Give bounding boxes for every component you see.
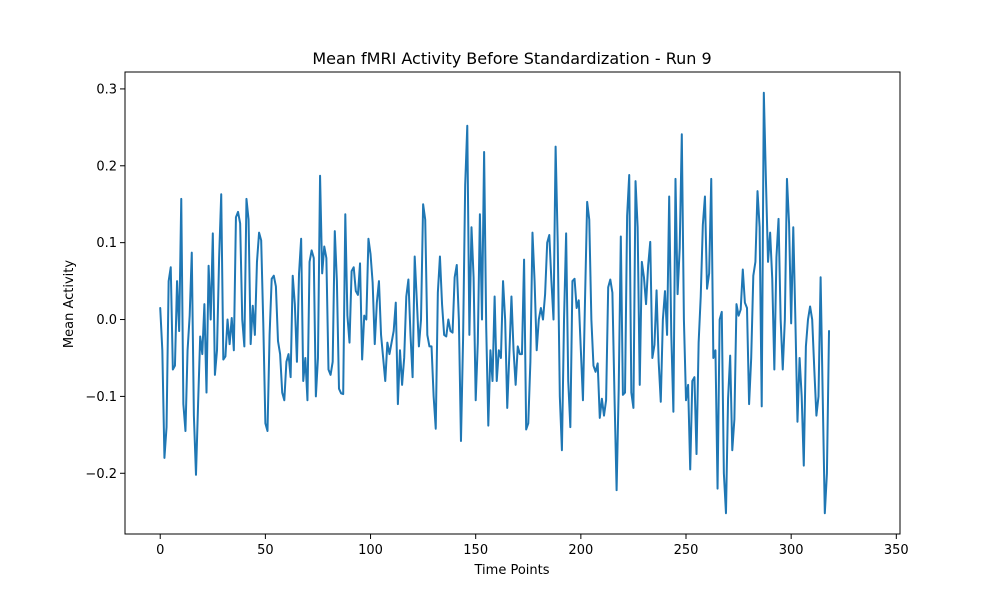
y-tick-label: 0.1 xyxy=(96,236,117,251)
plot-frame xyxy=(124,71,901,535)
y-tick-label: 0.0 xyxy=(96,313,117,328)
x-tick-label: 200 xyxy=(568,543,593,558)
axis-ticks: 0 50 100 150 200 250 300 350 −0.2 −0.1 0.0 0.1 0.2 0.… xyxy=(85,82,908,558)
y-tick-label: 0.3 xyxy=(96,82,117,97)
x-tick-label: 100 xyxy=(358,543,383,558)
y-axis-label: Mean Activity xyxy=(62,260,77,348)
y-tick-label: −0.2 xyxy=(85,467,117,482)
chart-title: Mean fMRI Activity Before Standardizatio… xyxy=(312,49,711,68)
y-tick-label: −0.1 xyxy=(85,390,117,405)
x-tick-label: 150 xyxy=(463,543,488,558)
x-axis-label: Time Points xyxy=(474,563,550,578)
series-line xyxy=(159,91,831,515)
plot-area xyxy=(159,91,831,515)
x-tick-label: 350 xyxy=(884,543,909,558)
y-tick-label: 0.2 xyxy=(96,159,117,174)
x-tick-label: 250 xyxy=(674,543,699,558)
x-tick-label: 50 xyxy=(257,543,274,558)
x-tick-label: 0 xyxy=(156,543,164,558)
x-tick-label: 300 xyxy=(779,543,804,558)
